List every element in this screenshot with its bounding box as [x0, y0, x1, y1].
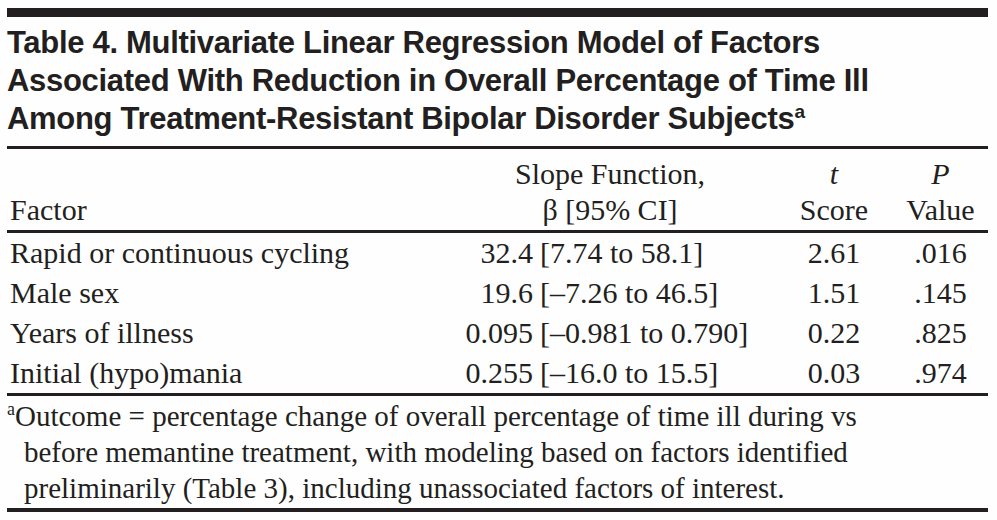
- table-header-row: Factor Slope Function, β [95% CI] t Scor…: [7, 150, 988, 230]
- factor-cell: Years of illness: [7, 313, 445, 353]
- divider-under-title: [7, 146, 988, 149]
- table-body: Rapid or continuous cycling 32.4[7.74 to…: [7, 233, 988, 393]
- beta-value: 0.095: [445, 313, 533, 353]
- column-header-factor: Factor: [7, 150, 445, 230]
- p-value-cell: .825: [893, 313, 988, 353]
- footnote-line: before memantine treatment, with modelin…: [7, 434, 992, 470]
- p-value-cell: .016: [893, 233, 988, 273]
- footnote-line: aOutcome = percentage change of overall …: [7, 398, 992, 434]
- slope-cell: 19.6[–7.26 to 46.5]: [445, 273, 775, 313]
- column-header-t-line1: t: [830, 156, 838, 192]
- ci-value: [7.74 to 58.1]: [540, 236, 703, 269]
- beta-value: 0.255: [445, 353, 533, 393]
- beta-value: 32.4: [445, 233, 533, 273]
- table-row: Initial (hypo)mania 0.255[–16.0 to 15.5]…: [7, 353, 988, 393]
- t-score-cell: 1.51: [775, 273, 893, 313]
- top-bar: [7, 8, 988, 17]
- title-footnote-marker: a: [794, 101, 804, 122]
- column-header-t-line2: Score: [800, 192, 868, 228]
- column-header-slope-line1: Slope Function,: [515, 156, 705, 192]
- ci-value: [–0.981 to 0.790]: [540, 316, 748, 349]
- table-title-line-2: Associated With Reduction in Overall Per…: [7, 62, 995, 100]
- column-header-slope-line2: β [95% CI]: [542, 192, 677, 228]
- table-title-line-3-text: Among Treatment-Resistant Bipolar Disord…: [7, 101, 794, 136]
- table-title-line-3: Among Treatment-Resistant Bipolar Disord…: [7, 100, 995, 138]
- t-score-cell: 0.22: [775, 313, 893, 353]
- slope-cell: 32.4[7.74 to 58.1]: [445, 233, 775, 273]
- column-header-factor-label: Factor: [10, 192, 87, 228]
- paper-table-figure: Table 4. Multivariate Linear Regression …: [0, 0, 997, 520]
- factor-cell: Initial (hypo)mania: [7, 353, 445, 393]
- footnote-text: Outcome = percentage change of overall p…: [15, 400, 857, 432]
- table-row: Years of illness 0.095[–0.981 to 0.790] …: [7, 313, 988, 353]
- table-title-line-1: Table 4. Multivariate Linear Regression …: [7, 24, 995, 62]
- factor-cell: Male sex: [7, 273, 445, 313]
- divider-bottom: [7, 508, 988, 512]
- table-row: Rapid or continuous cycling 32.4[7.74 to…: [7, 233, 988, 273]
- footnote-marker: a: [7, 399, 15, 419]
- column-header-p-line2: Value: [906, 192, 974, 228]
- t-score-cell: 2.61: [775, 233, 893, 273]
- footnote-line: preliminarily (Table 3), including unass…: [7, 470, 992, 506]
- divider-under-body: [7, 393, 988, 396]
- column-header-slope: Slope Function, β [95% CI]: [445, 150, 775, 230]
- ci-value: [–16.0 to 15.5]: [540, 356, 718, 389]
- column-header-t-score: t Score: [775, 150, 893, 230]
- factor-cell: Rapid or continuous cycling: [7, 233, 445, 273]
- slope-cell: 0.095[–0.981 to 0.790]: [445, 313, 775, 353]
- table-title: Table 4. Multivariate Linear Regression …: [7, 24, 995, 138]
- t-score-cell: 0.03: [775, 353, 893, 393]
- ci-value: [–7.26 to 46.5]: [540, 276, 718, 309]
- table-row: Male sex 19.6[–7.26 to 46.5] 1.51 .145: [7, 273, 988, 313]
- column-header-p-value: P Value: [893, 150, 988, 230]
- slope-cell: 0.255[–16.0 to 15.5]: [445, 353, 775, 393]
- table-footnote: aOutcome = percentage change of overall …: [7, 398, 992, 506]
- p-value-cell: .145: [893, 273, 988, 313]
- column-header-p-line1: P: [931, 156, 949, 192]
- p-value-cell: .974: [893, 353, 988, 393]
- beta-value: 19.6: [445, 273, 533, 313]
